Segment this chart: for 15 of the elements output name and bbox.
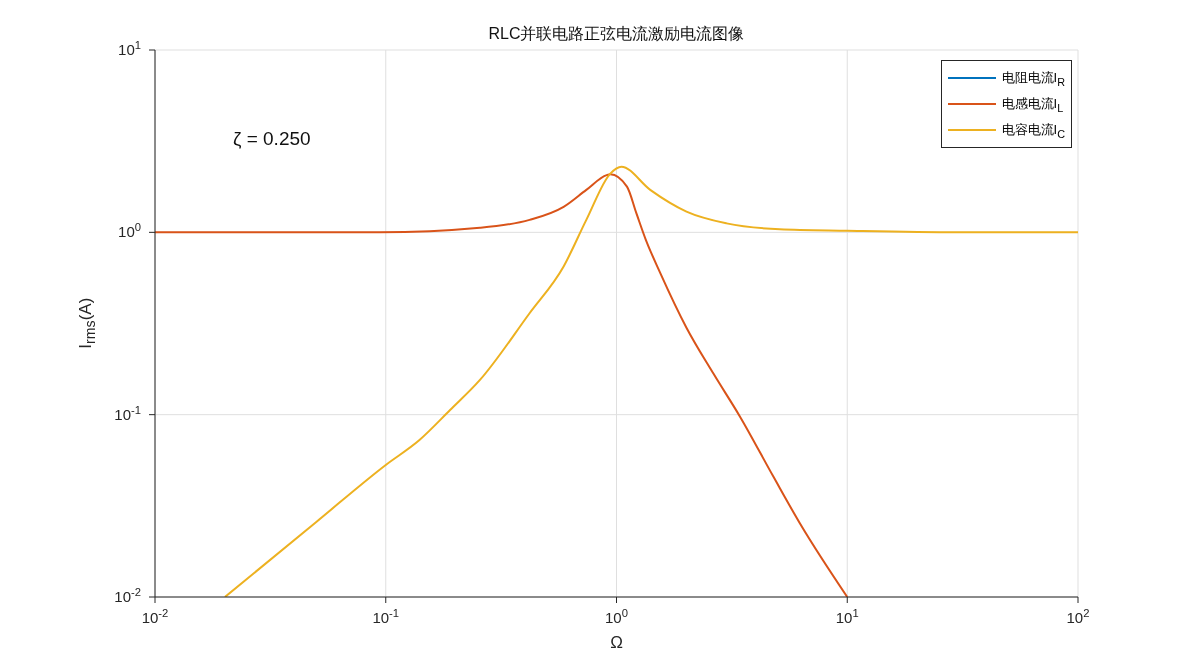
chart-title: RLC并联电路正弦电流激励电流图像 bbox=[487, 24, 746, 44]
x-axis-title: Ω bbox=[609, 633, 624, 653]
y-tick-label: 10$^{0}$ bbox=[118, 221, 141, 241]
x-tick-label: 10$^{-2}$ bbox=[141, 607, 169, 626]
x-tick-label: 10$^{2}$ bbox=[1066, 607, 1090, 626]
y-tick-label: 10$^{-1}$ bbox=[114, 403, 141, 423]
legend-label: 电容电流I$_{C}$ bbox=[1001, 120, 1065, 140]
x-tick-label: 10$^{-1}$ bbox=[372, 607, 400, 626]
y-tick-label: 10$^{1}$ bbox=[118, 39, 141, 58]
annotation: ζ = 0.250 bbox=[233, 128, 311, 150]
x-tick-label: 10$^{0}$ bbox=[605, 607, 628, 626]
x-tick-label: 10$^{1}$ bbox=[835, 607, 859, 626]
legend-label: 电阻电流I$_{R}$ bbox=[1001, 68, 1065, 88]
legend-label: 电感电流I$_{L}$ bbox=[1001, 94, 1064, 114]
y-tick-label: 10$^{-2}$ bbox=[114, 586, 141, 605]
